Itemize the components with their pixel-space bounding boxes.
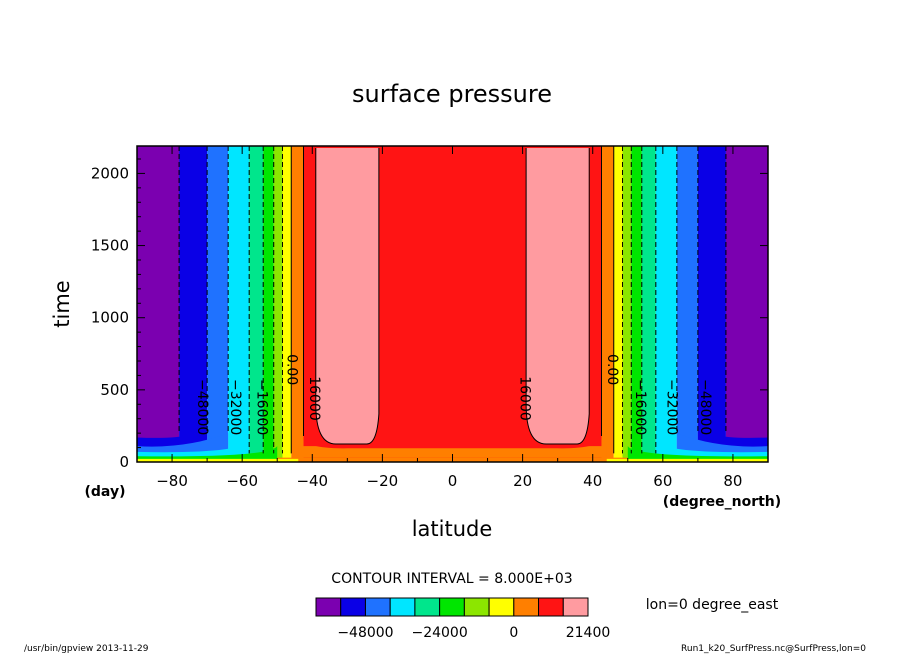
x-tick-label-0: −80: [156, 472, 188, 490]
colorbar-tick-2: 0: [509, 625, 518, 641]
band-7: [282, 146, 292, 462]
x-tick-label-6: 40: [583, 472, 602, 490]
colorbar-tick-1: −24000: [411, 625, 467, 641]
band-16: [676, 146, 698, 462]
contour-label-2: −16000: [253, 379, 269, 435]
y-unit: (day): [85, 484, 126, 500]
x-tick-label-3: −20: [367, 472, 399, 490]
polar-fan5-south: [137, 458, 299, 462]
band-10: [601, 146, 614, 462]
y-tick-label-4: 2000: [91, 164, 129, 182]
colorbar-cell-6: [463, 597, 490, 617]
colorbar-cell-10: [562, 597, 589, 617]
contour-label-6: 0.00: [604, 354, 620, 385]
x-tick-label-4: 0: [448, 472, 458, 490]
high-region-1: [526, 148, 590, 444]
colorbar-cell-1: [340, 597, 366, 617]
contour-label-4: 16000: [306, 376, 322, 421]
band-15: [655, 146, 677, 462]
x-tick-label-5: 20: [513, 472, 532, 490]
band-4: [249, 146, 264, 462]
colorbar-cell-5: [439, 597, 465, 617]
x-tick-label-1: −60: [226, 472, 258, 490]
colorbar-tick-0: −48000: [337, 625, 393, 641]
colorbar-cell-9: [538, 597, 564, 617]
chart-title: surface pressure: [352, 80, 552, 108]
y-axis-label: time: [50, 280, 74, 327]
band-0: [137, 146, 180, 462]
colorbar-cell-2: [364, 597, 391, 617]
x-tick-label-2: −40: [296, 472, 328, 490]
y-tick-label-1: 500: [100, 381, 129, 399]
y-tick-label-3: 1500: [91, 237, 129, 255]
spinup-layer-1: [298, 446, 607, 458]
contour-label-7: −16000: [632, 379, 648, 435]
footer-left: /usr/bin/gpview 2013-11-29: [24, 644, 149, 654]
y-tick-label-2: 1000: [91, 309, 129, 327]
colorbar-tick-labels: −48000 −24000 0 21400: [337, 625, 610, 641]
band-13: [631, 146, 642, 462]
colorbar: [315, 597, 589, 617]
colorbar-cell-4: [414, 597, 441, 617]
contour-16000-0: [315, 148, 380, 445]
contour-lines: [178, 146, 727, 454]
longitude-note: lon=0 degree_east: [646, 597, 779, 613]
contour-label-0: −48000: [194, 379, 210, 435]
band-2: [207, 146, 229, 462]
x-unit: (degree_north): [663, 494, 781, 510]
x-axis-label: latitude: [412, 517, 493, 541]
y-axis: 0 500 1000 1500 2000: [91, 158, 768, 471]
contour-interval: CONTOUR INTERVAL = 8.000E+03: [331, 571, 572, 587]
band-5: [263, 146, 274, 462]
band-18: [725, 146, 768, 462]
colorbar-tick-3: 21400: [566, 625, 611, 641]
band-12: [622, 146, 632, 462]
colorbar-cell-0: [315, 597, 342, 617]
footer-right: Run1_k20_SurfPress.nc@SurfPress,lon=0: [681, 644, 866, 654]
y-tick-label-0: 0: [119, 453, 129, 471]
colorbar-cell-3: [389, 597, 416, 617]
band-14: [641, 146, 656, 462]
contour-label-3: 0.00: [283, 354, 299, 385]
colorbar-cell-8: [513, 597, 540, 617]
band-6: [273, 146, 283, 462]
contour-label-9: −48000: [697, 379, 713, 435]
band-3: [228, 146, 250, 462]
contour-label-5: 16000: [516, 376, 532, 421]
contour-labels: −48000 −32000 −16000 0.00 16000 16000 0.00 −160…: [194, 354, 713, 435]
band-1: [179, 146, 208, 462]
band-8: [291, 146, 304, 462]
polar-fan5-north: [606, 458, 768, 462]
colorbar-cell-7: [488, 597, 515, 617]
contour-16000-1: [525, 148, 590, 445]
high-region-0: [315, 148, 379, 444]
x-tick-label-7: 60: [653, 472, 672, 490]
contour-label-1: −32000: [227, 379, 243, 435]
x-axis: −80 −60 −40 −20 0 20 40 60 80: [136, 146, 769, 490]
band-17: [697, 146, 726, 462]
contour-label-8: −32000: [664, 379, 680, 435]
band-11: [613, 146, 623, 462]
x-tick-label-8: 80: [723, 472, 742, 490]
